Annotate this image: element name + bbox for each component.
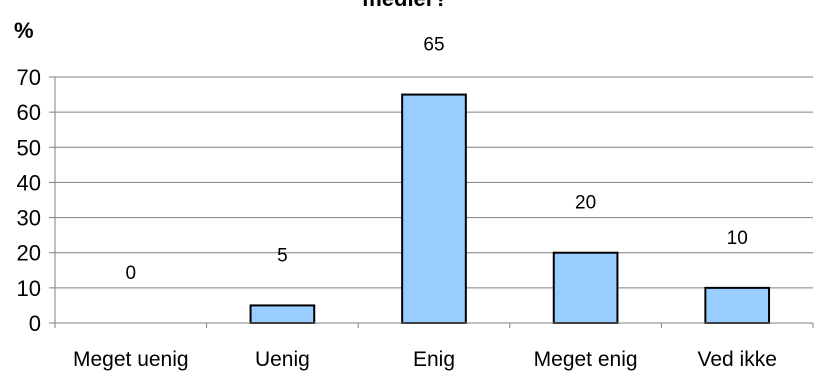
axes <box>49 76 814 328</box>
y-tick-label: 10 <box>17 276 41 301</box>
bar <box>401 93 467 324</box>
bar <box>552 251 619 324</box>
chart-title: medier? <box>362 0 448 11</box>
bar <box>704 286 771 325</box>
y-tick-label: 70 <box>17 65 41 90</box>
y-tick-label: 60 <box>17 100 41 125</box>
x-tick-label: Ved ikke <box>698 348 777 371</box>
data-label: 5 <box>277 245 288 266</box>
bar <box>249 304 316 324</box>
x-tick-label: Meget uenig <box>73 348 189 371</box>
x-tick-label: Uenig <box>255 348 310 371</box>
y-tick-label: 50 <box>17 135 41 160</box>
bars <box>249 93 771 325</box>
data-label: 10 <box>727 228 748 249</box>
y-tick-label: 20 <box>17 241 41 266</box>
data-label: 65 <box>423 35 444 56</box>
x-tick-label: Meget enig <box>534 348 638 371</box>
data-label: 0 <box>126 263 137 284</box>
y-tick-label: 40 <box>17 170 41 195</box>
data-label: 20 <box>575 193 596 214</box>
x-tick-label: Enig <box>413 348 455 371</box>
labels: 0 10 20 30 40 50 60 70 0 Meget uenig 5 Uenig 65 Enig 2… <box>17 35 777 371</box>
y-axis-label: % <box>14 18 34 43</box>
y-tick-label: 0 <box>29 311 41 336</box>
y-tick-label: 30 <box>17 206 41 231</box>
